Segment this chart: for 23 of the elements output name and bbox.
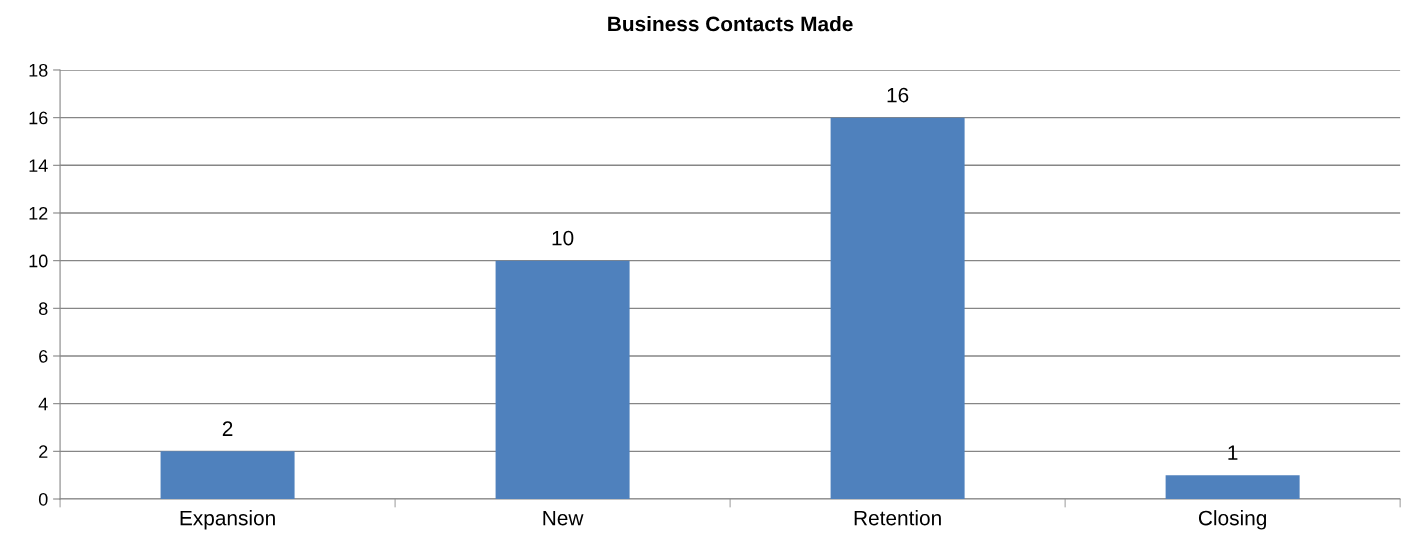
x-tick-label: New [543,510,584,526]
y-tick-label: 0 [38,492,48,506]
y-tick-label: 12 [29,206,48,220]
y-tick-label: 14 [29,159,48,172]
bar [495,260,630,499]
chart-title: Business Contacts Made [608,15,853,32]
bar [160,451,295,499]
y-tick-label: 2 [39,445,48,458]
y-tick-label: 18 [29,63,48,77]
data-label: 1 [1228,445,1238,460]
y-tick-label: 8 [39,302,48,316]
y-tick-label: 4 [38,397,48,411]
x-tick-label: Closing [1198,510,1267,530]
x-tick-label: Expansion [180,510,275,530]
data-label: 16 [887,87,909,103]
x-tick-label: Retention [854,510,941,526]
bar [830,117,965,499]
data-label: 10 [552,230,574,246]
y-tick-label: 16 [29,111,48,125]
y-tick-label: 6 [39,349,48,363]
y-tick-label: 10 [29,254,48,268]
bar [1165,475,1300,499]
data-label: 2 [222,421,233,436]
